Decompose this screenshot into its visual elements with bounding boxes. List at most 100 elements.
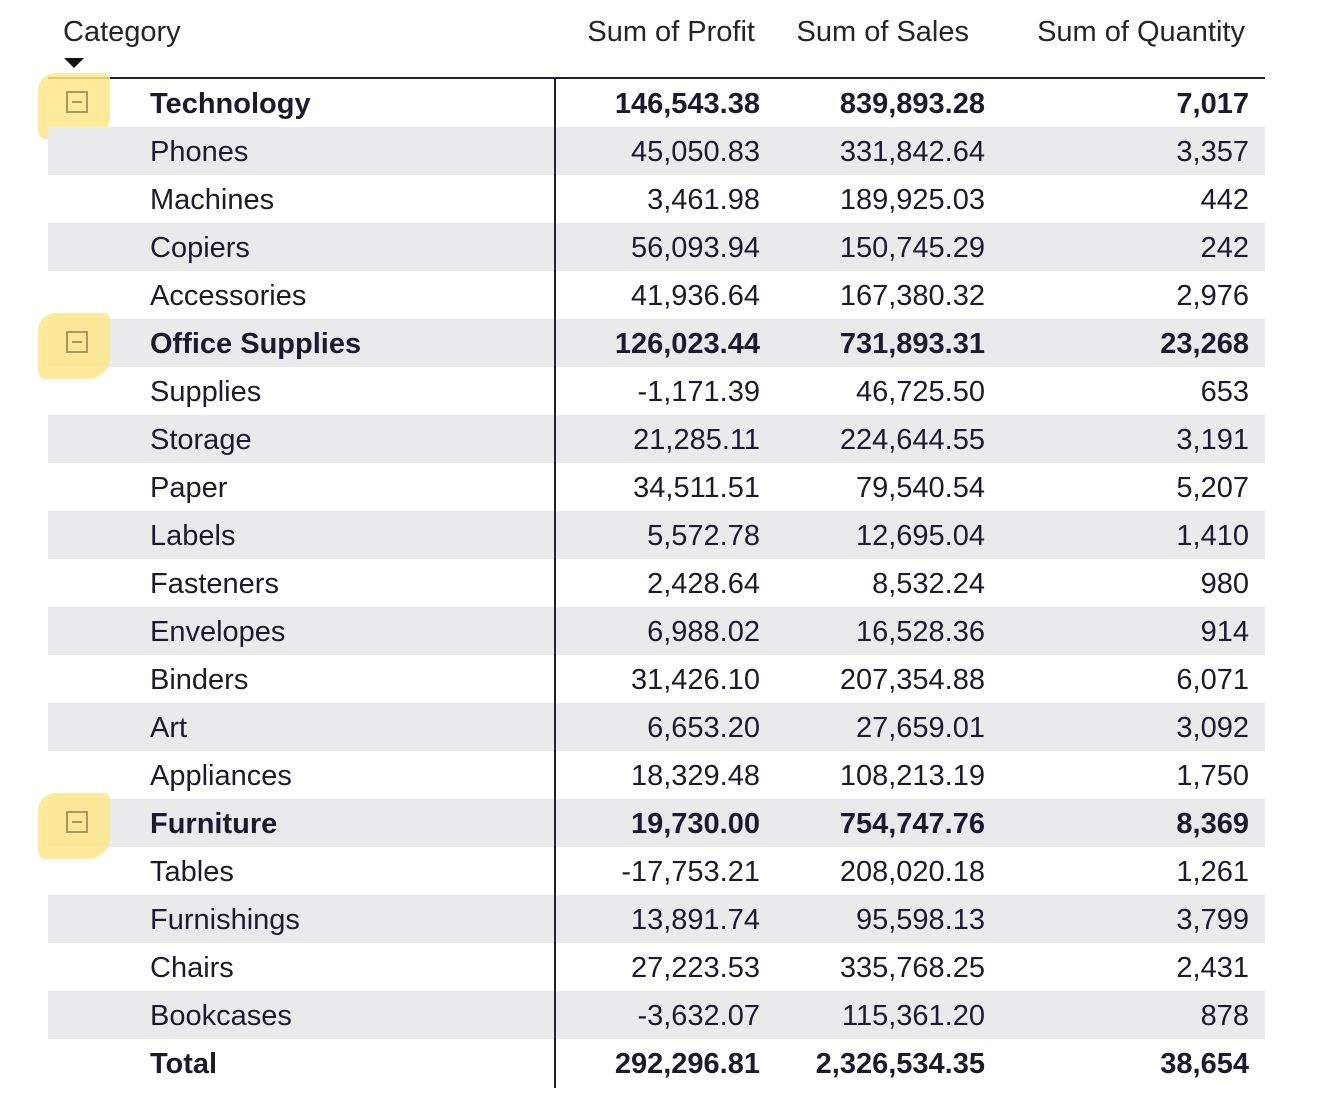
header-sum-of-quantity[interactable]: Sum of Quantity (1037, 16, 1245, 48)
sales-cell: 115,361.20 (842, 1000, 985, 1032)
table-row[interactable]: Binders 31,426.10 207,354.88 6,071 (48, 655, 1265, 703)
quantity-cell: 980 (1200, 568, 1249, 600)
profit-cell: 21,285.11 (633, 424, 760, 456)
profit-cell: 56,093.94 (630, 232, 760, 264)
profit-cell: 3,461.98 (647, 184, 760, 216)
profit-cell: 292,296.81 (614, 1048, 760, 1080)
row-label: Labels (150, 520, 236, 552)
sales-cell: 150,745.29 (839, 232, 985, 264)
sales-cell: 12,695.04 (855, 520, 985, 552)
profit-cell: 146,543.38 (614, 88, 760, 120)
profit-cell: 126,023.44 (614, 328, 760, 360)
quantity-cell: 1,750 (1176, 760, 1249, 792)
sales-cell: 754,747.76 (839, 808, 985, 840)
quantity-cell: 1,261 (1176, 856, 1249, 888)
quantity-cell: 1,410 (1176, 520, 1249, 552)
highlight-mark (38, 313, 110, 379)
group-row[interactable]: Technology 146,543.38 839,893.28 7,017 (38, 73, 1265, 139)
table-row[interactable]: Appliances 18,329.48 108,213.19 1,750 (48, 751, 1265, 799)
quantity-cell: 2,431 (1176, 952, 1249, 984)
collapse-icon[interactable] (66, 331, 88, 353)
table-row[interactable]: Storage 21,285.11 224,644.55 3,191 (48, 415, 1265, 463)
quantity-cell: 6,071 (1176, 664, 1249, 696)
row-label: Chairs (150, 952, 234, 984)
sales-cell: 2,326,534.35 (815, 1048, 985, 1080)
row-label: Appliances (150, 760, 292, 792)
sales-cell: 8,532.24 (872, 568, 985, 600)
row-label: Copiers (150, 232, 250, 264)
row-label: Furniture (150, 808, 278, 840)
profit-cell: -1,171.39 (637, 376, 760, 408)
row-label: Fasteners (150, 568, 279, 600)
table-row[interactable]: Machines 3,461.98 189,925.03 442 (48, 175, 1265, 223)
table-row[interactable]: Fasteners 2,428.64 8,532.24 980 (48, 559, 1265, 607)
sales-cell: 95,598.13 (855, 904, 985, 936)
header-sum-of-sales[interactable]: Sum of Sales (796, 16, 969, 48)
row-label: Envelopes (150, 616, 286, 648)
profit-cell: 2,428.64 (647, 568, 760, 600)
profit-cell: 5,572.78 (647, 520, 760, 552)
table-row[interactable]: Phones 45,050.83 331,842.64 3,357 (48, 127, 1265, 175)
row-label: Storage (150, 424, 252, 456)
collapse-icon[interactable] (66, 811, 88, 833)
highlight-mark (38, 793, 110, 859)
group-row[interactable]: Furniture 19,730.00 754,747.76 8,369 (38, 793, 1265, 859)
sales-cell: 167,380.32 (839, 280, 985, 312)
sort-descending-icon[interactable] (64, 58, 84, 68)
profit-cell: -17,753.21 (621, 856, 760, 888)
table-row[interactable]: Chairs 27,223.53 335,768.25 2,431 (48, 943, 1265, 991)
header-category[interactable]: Category (63, 16, 181, 48)
quantity-cell: 3,357 (1176, 136, 1249, 168)
sales-cell: 731,893.31 (839, 328, 985, 360)
sales-cell: 224,644.55 (839, 424, 985, 456)
row-label: Accessories (150, 280, 307, 312)
quantity-cell: 38,654 (1160, 1048, 1249, 1080)
sales-cell: 331,842.64 (839, 136, 985, 168)
profit-cell: 18,329.48 (630, 760, 760, 792)
table-body: Technology 146,543.38 839,893.28 7,017 Phone… (38, 73, 1265, 1087)
table-row[interactable]: Art 6,653.20 27,659.01 3,092 (48, 703, 1265, 751)
quantity-cell: 2,976 (1176, 280, 1249, 312)
group-row[interactable]: Office Supplies 126,023.44 731,893.31 23,26… (38, 313, 1265, 379)
quantity-cell: 878 (1200, 1000, 1249, 1032)
row-label: Technology (150, 88, 311, 120)
quantity-cell: 3,092 (1176, 712, 1249, 744)
quantity-cell: 242 (1200, 232, 1249, 264)
row-label: Total (150, 1048, 218, 1080)
quantity-cell: 3,799 (1176, 904, 1249, 936)
profit-cell: 6,653.20 (647, 712, 760, 744)
table-row[interactable]: Envelopes 6,988.02 16,528.36 914 (48, 607, 1265, 655)
table-row[interactable]: Supplies -1,171.39 46,725.50 653 (48, 367, 1265, 415)
table-row[interactable]: Bookcases -3,632.07 115,361.20 878 (48, 991, 1265, 1039)
sales-cell: 79,540.54 (855, 472, 985, 504)
profit-cell: 41,936.64 (630, 280, 760, 312)
row-label: Bookcases (150, 1000, 292, 1032)
table-row[interactable]: Accessories 41,936.64 167,380.32 2,976 (48, 271, 1265, 319)
total-row[interactable]: Total 292,296.81 2,326,534.35 38,654 (48, 1039, 1265, 1087)
row-label: Furnishings (150, 904, 300, 936)
profit-cell: -3,632.07 (637, 1000, 760, 1032)
sales-cell: 108,213.19 (839, 760, 985, 792)
row-label: Office Supplies (150, 328, 362, 360)
quantity-cell: 3,191 (1176, 424, 1249, 456)
row-header-divider (554, 78, 556, 1088)
quantity-cell: 5,207 (1176, 472, 1249, 504)
profit-cell: 19,730.00 (630, 808, 760, 840)
column-headers: Category Sum of Profit Sum of Sales Sum … (48, 0, 1265, 79)
row-label: Paper (150, 472, 228, 504)
sales-cell: 839,893.28 (839, 88, 985, 120)
collapse-icon[interactable] (66, 91, 88, 113)
table-row[interactable]: Tables -17,753.21 208,020.18 1,261 (48, 847, 1265, 895)
quantity-cell: 914 (1200, 616, 1249, 648)
quantity-cell: 8,369 (1176, 808, 1249, 840)
sales-cell: 27,659.01 (855, 712, 985, 744)
table-row[interactable]: Labels 5,572.78 12,695.04 1,410 (48, 511, 1265, 559)
sales-cell: 335,768.25 (839, 952, 985, 984)
row-label: Tables (150, 856, 234, 888)
quantity-cell: 442 (1200, 184, 1249, 216)
sales-cell: 207,354.88 (839, 664, 985, 696)
table-row[interactable]: Copiers 56,093.94 150,745.29 242 (48, 223, 1265, 271)
table-row[interactable]: Paper 34,511.51 79,540.54 5,207 (48, 463, 1265, 511)
header-sum-of-profit[interactable]: Sum of Profit (587, 16, 755, 48)
table-row[interactable]: Furnishings 13,891.74 95,598.13 3,799 (48, 895, 1265, 943)
